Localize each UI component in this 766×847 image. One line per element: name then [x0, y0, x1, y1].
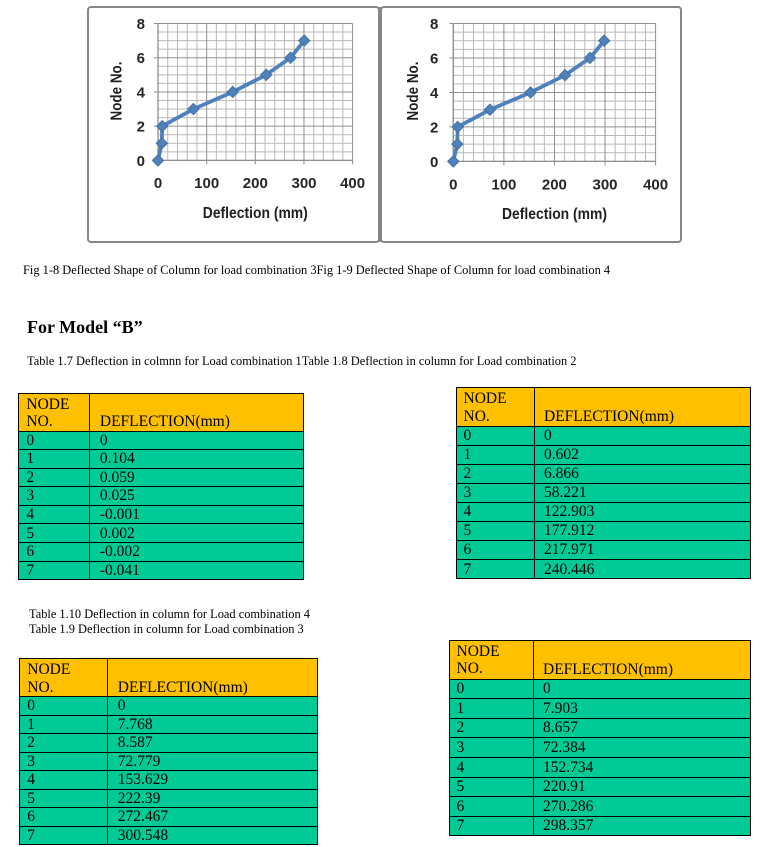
svg-text:4: 4 — [430, 85, 439, 102]
svg-text:400: 400 — [340, 175, 365, 192]
svg-text:100: 100 — [194, 175, 219, 192]
svg-text:8: 8 — [137, 16, 145, 33]
svg-text:0: 0 — [449, 177, 457, 194]
svg-text:Deflection (mm): Deflection (mm) — [502, 206, 607, 223]
svg-text:2: 2 — [430, 119, 438, 136]
svg-text:Node No.: Node No. — [405, 62, 422, 121]
svg-text:Node No.: Node No. — [109, 62, 126, 121]
svg-text:400: 400 — [643, 177, 668, 194]
svg-text:300: 300 — [592, 177, 617, 194]
svg-text:Deflection (mm): Deflection (mm) — [203, 205, 308, 222]
svg-text:200: 200 — [243, 175, 268, 192]
svg-text:8: 8 — [430, 16, 438, 33]
svg-text:100: 100 — [491, 177, 516, 194]
svg-text:300: 300 — [291, 175, 316, 192]
svg-text:4: 4 — [137, 84, 146, 101]
svg-text:200: 200 — [542, 177, 567, 194]
svg-text:6: 6 — [430, 50, 438, 67]
svg-text:2: 2 — [137, 119, 145, 136]
svg-text:6: 6 — [137, 50, 145, 67]
svg-text:0: 0 — [137, 153, 145, 170]
svg-text:0: 0 — [430, 154, 438, 171]
svg-text:0: 0 — [154, 175, 162, 192]
